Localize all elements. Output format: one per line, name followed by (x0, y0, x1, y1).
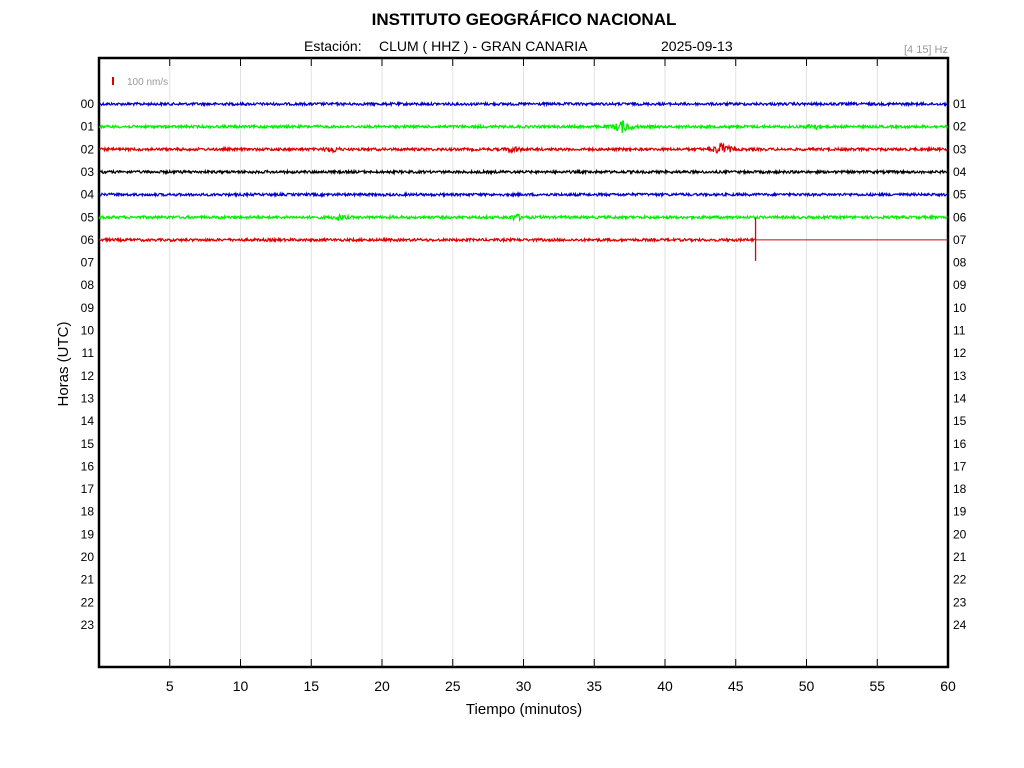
x-tick-label: 15 (303, 678, 319, 694)
y-tick-label-left: 23 (81, 618, 95, 632)
x-tick-label: 35 (586, 678, 602, 694)
trace-hour-04 (98, 191, 948, 199)
scale-bar-label: 100 nm/s (127, 77, 168, 88)
y-tick-label-left: 08 (81, 278, 95, 292)
station-name: CLUM ( HHZ ) - GRAN CANARIA (379, 38, 588, 54)
x-tick-label: 45 (728, 678, 744, 694)
x-tick-label: 20 (374, 678, 390, 694)
y-tick-label-right: 01 (953, 97, 967, 111)
y-tick-label-left: 19 (81, 527, 95, 541)
x-axis-title: Tiempo (minutos) (466, 701, 582, 718)
y-tick-label-left: 03 (81, 165, 95, 179)
x-tick-label: 60 (940, 678, 956, 694)
y-tick-label-right: 23 (953, 595, 967, 609)
y-tick-label-right: 05 (953, 188, 967, 202)
y-tick-label-right: 11 (953, 324, 966, 338)
y-tick-label-left: 00 (81, 97, 95, 111)
y-tick-label-right: 06 (953, 210, 967, 224)
y-tick-label-right: 21 (953, 550, 967, 564)
y-tick-label-left: 06 (81, 233, 95, 247)
x-tick-label: 10 (233, 678, 249, 694)
date-label: 2025-09-13 (661, 38, 733, 54)
chart-title: INSTITUTO GEOGRÁFICO NACIONAL (372, 10, 677, 29)
x-tick-label: 30 (516, 678, 532, 694)
y-tick-label-right: 12 (953, 346, 967, 360)
y-tick-label-right: 02 (953, 120, 967, 134)
x-tick-label: 50 (799, 678, 815, 694)
trace-hour-05 (98, 212, 948, 223)
seismic-traces (98, 100, 948, 261)
y-tick-label-right: 15 (953, 414, 967, 428)
filter-band-label: [4 15] Hz (904, 44, 948, 56)
y-tick-label-right: 07 (953, 233, 967, 247)
trace-hour-06 (98, 236, 756, 244)
x-tick-label: 55 (869, 678, 885, 694)
trace-hour-00 (98, 100, 948, 108)
y-tick-label-left: 18 (81, 505, 95, 519)
y-tick-label-left: 05 (81, 210, 95, 224)
y-tick-label-left: 07 (81, 256, 95, 270)
y-tick-label-right: 14 (953, 391, 967, 405)
scale-bar (112, 77, 114, 85)
y-tick-label-right: 20 (953, 527, 967, 541)
y-tick-label-right: 04 (953, 165, 967, 179)
y-axis-left-labels: 00 01 02 03 04 05 06 07 08 09 10 11 12 13 14 15 16 17 18 19… (81, 97, 95, 632)
y-tick-label-left: 15 (81, 437, 95, 451)
station-label: Estación: (304, 38, 362, 54)
y-tick-label-right: 24 (953, 618, 967, 632)
y-tick-label-left: 11 (82, 346, 95, 360)
trace-hour-03 (98, 168, 948, 176)
trace-hour-01 (98, 120, 948, 134)
y-tick-label-left: 10 (81, 324, 95, 338)
y-tick-label-left: 01 (81, 120, 95, 134)
x-axis-labels: 5 10 15 20 25 30 35 40 45 50 55 60 (166, 678, 956, 694)
grid-lines (169, 58, 878, 667)
y-tick-label-right: 10 (953, 301, 967, 315)
y-tick-label-right: 18 (953, 482, 967, 496)
y-tick-label-left: 14 (81, 414, 95, 428)
y-tick-label-right: 22 (953, 573, 967, 587)
y-tick-label-left: 21 (81, 573, 95, 587)
x-tick-label: 5 (166, 678, 174, 694)
y-tick-label-left: 13 (81, 391, 95, 405)
y-tick-label-right: 17 (953, 459, 967, 473)
y-tick-label-right: 13 (953, 369, 967, 383)
y-tick-label-left: 16 (81, 459, 95, 473)
y-tick-label-right: 09 (953, 278, 967, 292)
y-tick-label-right: 08 (953, 256, 967, 270)
y-tick-label-left: 02 (81, 142, 95, 156)
y-tick-label-left: 04 (81, 188, 95, 202)
y-tick-label-right: 19 (953, 505, 967, 519)
trace-hour-02 (98, 142, 948, 155)
y-tick-label-left: 09 (81, 301, 95, 315)
y-tick-label-left: 22 (81, 595, 95, 609)
y-tick-label-left: 12 (81, 369, 95, 383)
x-tick-label: 40 (657, 678, 673, 694)
y-tick-label-left: 17 (81, 482, 95, 496)
axis-ticks (169, 58, 949, 667)
y-axis-title: Horas (UTC) (55, 321, 72, 406)
y-tick-label-right: 03 (953, 142, 967, 156)
y-tick-label-right: 16 (953, 437, 967, 451)
x-tick-label: 25 (445, 678, 461, 694)
y-tick-label-left: 20 (81, 550, 95, 564)
y-axis-right-labels: 01 02 03 04 05 06 07 08 09 10 11 12 13 14 15 16 17 18 19 20… (953, 97, 967, 632)
